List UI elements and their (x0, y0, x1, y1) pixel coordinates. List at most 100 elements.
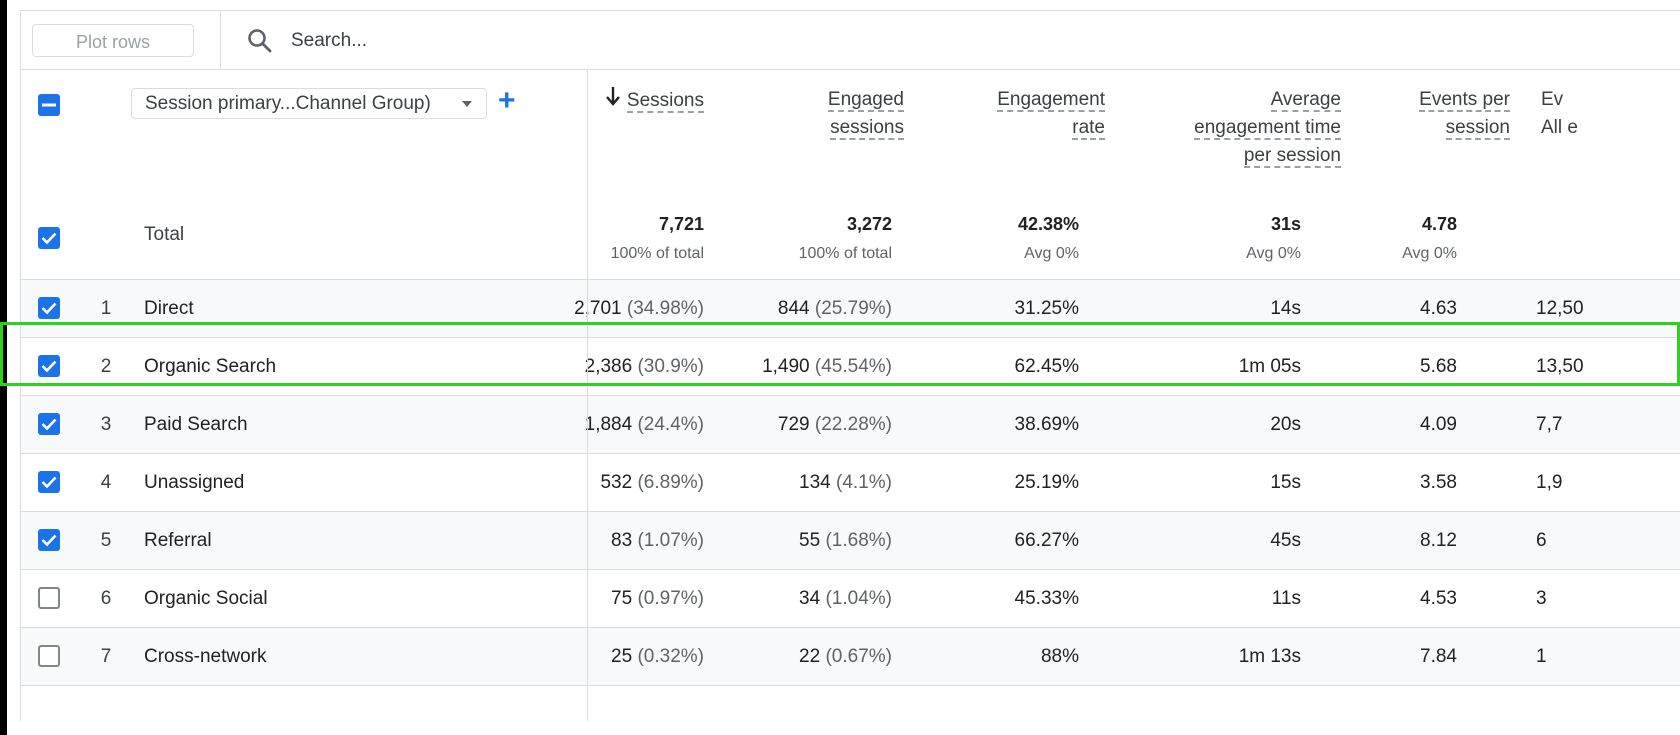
table-row[interactable]: 5 Referral 83 (1.07%) 55 (1.68%) 66.27% … (21, 512, 1680, 570)
cell-avg-engagement-time: 45s (1270, 530, 1301, 551)
window-left-edge (0, 0, 7, 735)
cell-events-per-session: 3.58 (1420, 472, 1457, 493)
cell-engaged-sessions: 22 (0.67%) (799, 646, 892, 667)
row-channel: Referral (144, 530, 212, 551)
total-engaged-sessions: 3,272 100% of total (798, 214, 892, 262)
cell-engaged-sessions: 34 (1.04%) (799, 588, 892, 609)
row-rank: 7 (100, 646, 112, 667)
cell-avg-engagement-time: 1m 13s (1238, 646, 1301, 667)
cell-engaged-sessions: 844 (25.79%) (777, 298, 892, 319)
table-row[interactable]: 7 Cross-network 25 (0.32%) 22 (0.67%) 88… (21, 628, 1680, 686)
cell-sessions: 83 (1.07%) (611, 530, 704, 551)
table-toolbar: Plot rows (21, 11, 1680, 70)
row-checkbox[interactable] (38, 645, 60, 667)
cell-engagement-rate: 66.27% (1014, 530, 1079, 551)
checkmark-icon (41, 232, 57, 245)
cell-sessions: 532 (6.89%) (600, 472, 704, 493)
total-checkbox[interactable] (38, 227, 60, 249)
row-rank: 2 (100, 356, 112, 377)
cell-event-count: 12,50 (1536, 298, 1584, 319)
cell-engaged-sessions: 729 (22.28%) (777, 414, 892, 435)
checkmark-icon (41, 534, 57, 547)
plot-rows-button[interactable]: Plot rows (32, 24, 194, 57)
cell-engaged-sessions: 134 (4.1%) (799, 472, 892, 493)
checkmark-icon (41, 360, 57, 373)
search-icon (248, 29, 272, 53)
toolbar-divider (220, 11, 221, 69)
search-input[interactable] (289, 25, 693, 57)
row-channel: Organic Search (144, 356, 277, 377)
total-label: Total (144, 224, 185, 245)
row-rank: 4 (100, 472, 112, 493)
cell-sessions: 75 (0.97%) (611, 588, 704, 609)
column-header-engagement-rate[interactable]: Engagement rate (997, 89, 1105, 140)
cell-avg-engagement-time: 11s (1271, 588, 1301, 609)
cell-sessions: 25 (0.32%) (611, 646, 704, 667)
column-header-events-per-session[interactable]: Events per session (1419, 89, 1510, 140)
column-header-event-count[interactable]: Ev All e (1541, 89, 1578, 138)
row-checkbox[interactable] (38, 413, 60, 435)
row-channel: Unassigned (144, 472, 245, 493)
cell-engaged-sessions: 55 (1.68%) (799, 530, 892, 551)
minus-icon (42, 103, 56, 107)
cell-events-per-session: 5.68 (1420, 356, 1457, 377)
total-sessions: 7,721 100% of total (610, 214, 704, 262)
table-row[interactable]: 2 Organic Search 2,386 (30.9%) 1,490 (45… (21, 338, 1680, 396)
row-checkbox[interactable] (38, 587, 60, 609)
cell-engagement-rate: 25.19% (1014, 472, 1079, 493)
row-rank: 3 (100, 414, 112, 435)
total-avg-engagement-time: 31s Avg 0% (1246, 214, 1301, 262)
row-checkbox[interactable] (38, 355, 60, 377)
cell-avg-engagement-time: 1m 05s (1238, 356, 1301, 377)
cell-sessions: 2,701 (34.98%) (574, 298, 704, 319)
row-channel: Paid Search (144, 414, 248, 435)
cell-engaged-sessions: 1,490 (45.54%) (762, 356, 892, 377)
checkmark-icon (41, 476, 57, 489)
cell-events-per-session: 4.09 (1420, 414, 1457, 435)
table-row[interactable]: 6 Organic Social 75 (0.97%) 34 (1.04%) 4… (21, 570, 1680, 628)
row-channel: Direct (144, 298, 194, 319)
table-row[interactable]: 4 Unassigned 532 (6.89%) 134 (4.1%) 25.1… (21, 454, 1680, 512)
column-header-engaged-sessions[interactable]: Engaged sessions (827, 89, 904, 140)
cell-events-per-session: 4.53 (1420, 588, 1457, 609)
table-row[interactable]: 1 Direct 2,701 (34.98%) 844 (25.79%) 31.… (21, 280, 1680, 338)
row-channel: Cross-network (144, 646, 267, 667)
dimension-select[interactable]: Session primary...Channel Group) (131, 88, 487, 119)
cell-engagement-rate: 88% (1040, 646, 1079, 667)
select-all-checkbox[interactable] (38, 94, 60, 116)
cell-engagement-rate: 62.45% (1014, 356, 1079, 377)
cell-event-count: 1 (1536, 646, 1547, 667)
table-header: Session primary...Channel Group) + Sessi… (21, 70, 1680, 280)
row-channel: Organic Social (144, 588, 268, 609)
cell-event-count: 3 (1536, 588, 1547, 609)
cell-event-count: 1,9 (1536, 472, 1563, 493)
cell-events-per-session: 4.63 (1420, 298, 1457, 319)
row-rank: 6 (100, 588, 112, 609)
cell-avg-engagement-time: 20s (1270, 414, 1301, 435)
cell-event-count: 13,50 (1536, 356, 1584, 377)
row-rank: 1 (100, 298, 112, 319)
cell-engagement-rate: 38.69% (1014, 414, 1079, 435)
cell-sessions: 1,884 (24.4%) (584, 414, 704, 435)
cell-sessions: 2,386 (30.9%) (584, 356, 704, 377)
cell-engagement-rate: 31.25% (1014, 298, 1079, 319)
row-checkbox[interactable] (38, 297, 60, 319)
caret-down-icon (462, 101, 472, 107)
report-table: Plot rows Session primary...Channel Grou… (20, 10, 1680, 721)
dimension-select-label: Session primary...Channel Group) (145, 93, 431, 114)
add-dimension-button[interactable]: + (498, 84, 516, 117)
cell-events-per-session: 7.84 (1420, 646, 1457, 667)
column-header-sessions[interactable]: Sessions (504, 86, 704, 115)
sort-down-arrow-icon (605, 86, 621, 115)
column-header-avg-engagement-time[interactable]: Average engagement time per session (1194, 89, 1341, 168)
checkmark-icon (41, 302, 57, 315)
row-rank: 5 (100, 530, 112, 551)
row-checkbox[interactable] (38, 471, 60, 493)
table-row[interactable]: 3 Paid Search 1,884 (24.4%) 729 (22.28%)… (21, 396, 1680, 454)
cell-event-count: 7,7 (1536, 414, 1563, 435)
total-engagement-rate: 42.38% Avg 0% (1017, 214, 1079, 262)
cell-avg-engagement-time: 15s (1270, 472, 1301, 493)
cell-events-per-session: 8.12 (1420, 530, 1457, 551)
row-checkbox[interactable] (38, 529, 60, 551)
total-events-per-session: 4.78 Avg 0% (1402, 214, 1457, 262)
